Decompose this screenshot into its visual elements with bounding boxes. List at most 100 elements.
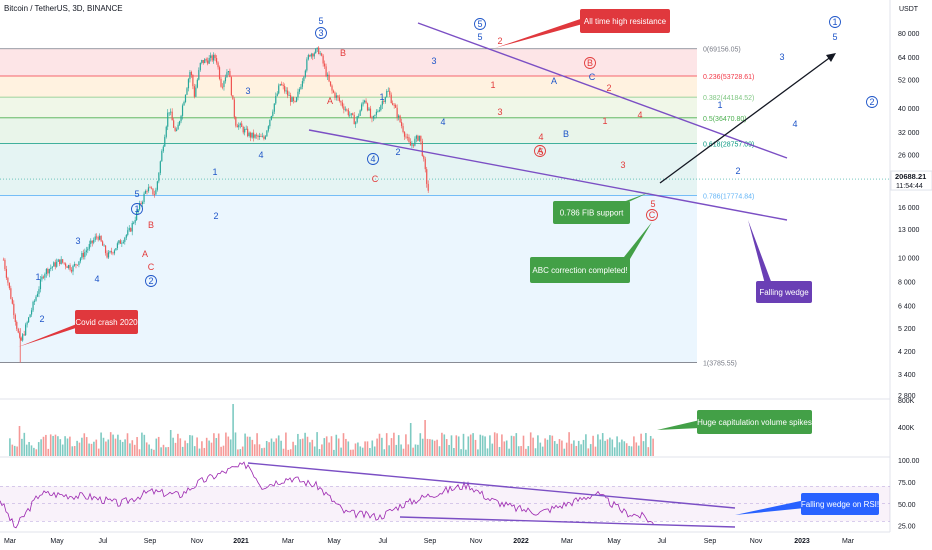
volume-bar bbox=[402, 448, 405, 456]
volume-bar bbox=[537, 435, 539, 456]
wave-label: 1 bbox=[379, 92, 384, 102]
wave-circle bbox=[534, 145, 546, 157]
volume-bar bbox=[30, 445, 33, 456]
candle-body bbox=[30, 310, 33, 315]
candle-body bbox=[368, 108, 370, 111]
candle-body bbox=[335, 95, 338, 98]
ath-resistance-callout-pointer bbox=[495, 14, 595, 48]
volume-bar bbox=[263, 447, 266, 456]
wave-label: 2 bbox=[606, 83, 611, 93]
candle-body bbox=[38, 289, 40, 294]
candle-body bbox=[396, 107, 398, 118]
volume-bar bbox=[64, 436, 66, 456]
volume-bar bbox=[114, 438, 117, 456]
candle-body bbox=[93, 239, 95, 243]
volume-bar bbox=[491, 443, 494, 456]
candle-body bbox=[399, 115, 401, 123]
volume-bar bbox=[316, 432, 318, 456]
volume-tick: 400K bbox=[898, 425, 915, 432]
time-tick: Nov bbox=[191, 538, 204, 545]
volume-bar bbox=[66, 438, 69, 456]
candle-body bbox=[374, 114, 376, 116]
fib-zone bbox=[0, 75, 697, 98]
candle-body bbox=[20, 337, 22, 341]
volume-bar bbox=[443, 434, 446, 456]
volume-bar bbox=[229, 439, 232, 456]
candle-body bbox=[104, 245, 107, 254]
candle-body bbox=[35, 296, 37, 301]
volume-bar bbox=[621, 439, 623, 456]
volume-bar bbox=[16, 446, 18, 456]
candle-body bbox=[118, 240, 120, 244]
candle-body bbox=[381, 101, 383, 106]
candle-body bbox=[254, 134, 256, 138]
volume-bar bbox=[587, 448, 590, 456]
candle-body bbox=[100, 235, 102, 242]
volume-bar bbox=[549, 435, 551, 456]
candle-body bbox=[207, 60, 209, 64]
volume-bar bbox=[580, 444, 582, 456]
volume-bar bbox=[383, 449, 386, 456]
volume-bar bbox=[633, 436, 635, 456]
abc-correction-callout-text: ABC correction completed! bbox=[532, 266, 627, 275]
candle-body bbox=[423, 155, 425, 159]
candle-body bbox=[88, 244, 90, 249]
fib-support-callout-text: 0.786 FIB support bbox=[560, 209, 624, 218]
volume-bar bbox=[493, 432, 496, 456]
candle-body bbox=[133, 222, 135, 224]
last-price-value: 20688.21 bbox=[895, 172, 926, 181]
candle-body bbox=[196, 79, 198, 88]
volume-bar bbox=[328, 442, 330, 456]
volume-bar bbox=[57, 436, 59, 456]
candle-body bbox=[398, 115, 400, 118]
candle-body bbox=[17, 328, 19, 333]
volume-bar bbox=[189, 435, 191, 456]
candle-body bbox=[412, 144, 415, 146]
price-tick: 13 000 bbox=[898, 227, 920, 234]
volume-bar bbox=[460, 449, 462, 456]
candle-body bbox=[39, 279, 42, 290]
candle-body bbox=[69, 265, 71, 270]
candle-body bbox=[247, 128, 249, 137]
fib-zone bbox=[0, 117, 697, 144]
volume-bar bbox=[25, 444, 28, 456]
volume-bar bbox=[52, 435, 54, 456]
volume-bar bbox=[467, 436, 470, 456]
candle-body bbox=[306, 59, 308, 71]
volume-bar bbox=[172, 437, 174, 456]
volume-bar bbox=[237, 449, 239, 456]
wave-label: 2 bbox=[148, 276, 153, 286]
volume-bar bbox=[313, 446, 316, 456]
candle-body bbox=[288, 95, 290, 96]
candle-body bbox=[158, 172, 160, 182]
volume-bar bbox=[33, 447, 35, 456]
volume-bar bbox=[258, 444, 261, 456]
volume-bar bbox=[208, 440, 210, 456]
candle-body bbox=[264, 136, 267, 139]
candle-body bbox=[124, 237, 126, 242]
candle-body bbox=[313, 53, 315, 57]
volume-bar bbox=[630, 446, 633, 456]
volume-bar bbox=[157, 436, 160, 456]
volume-bar bbox=[136, 437, 138, 456]
candle-body bbox=[255, 134, 258, 136]
candle-body bbox=[266, 130, 268, 137]
volume-bar bbox=[642, 441, 645, 456]
wave-label: A bbox=[142, 249, 148, 259]
candle-body bbox=[334, 92, 336, 98]
volume-bar bbox=[227, 436, 230, 456]
volume-bar bbox=[376, 438, 378, 456]
candle-body bbox=[338, 97, 341, 101]
wave-label: B bbox=[587, 58, 593, 68]
candle-body bbox=[22, 334, 24, 341]
candle-body bbox=[284, 85, 286, 92]
candle-body bbox=[402, 126, 404, 132]
volume-bar bbox=[299, 439, 302, 456]
candle-body bbox=[230, 77, 232, 96]
volume-bar bbox=[369, 448, 371, 456]
candle-body bbox=[79, 258, 82, 262]
rsi-tick: 100.00 bbox=[898, 458, 920, 465]
volume-bar bbox=[220, 446, 222, 456]
candle-body bbox=[97, 236, 99, 240]
